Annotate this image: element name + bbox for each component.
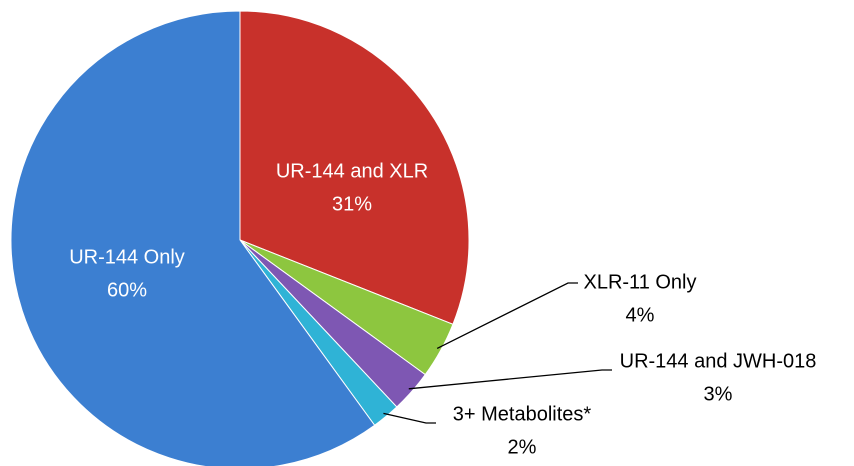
slice-label: UR-144 and XLR xyxy=(276,160,428,182)
slice-value-label: 2% xyxy=(508,436,537,458)
slice-value-label: 60% xyxy=(107,279,147,301)
slice-label: 3+ Metabolites* xyxy=(453,403,592,425)
pie-slice xyxy=(239,10,470,325)
pie-slice xyxy=(10,10,376,466)
leader-line xyxy=(383,412,436,424)
leader-line xyxy=(408,369,612,390)
slice-label: XLR-11 Only xyxy=(583,271,696,293)
leader-line xyxy=(436,282,578,349)
slice-value-label: 31% xyxy=(332,193,372,215)
slice-label: UR-144 Only xyxy=(69,246,185,268)
slice-value-label: 3% xyxy=(704,383,733,405)
slice-label: UR-144 and JWH-018 xyxy=(620,350,817,372)
slice-value-label: 4% xyxy=(626,304,655,326)
